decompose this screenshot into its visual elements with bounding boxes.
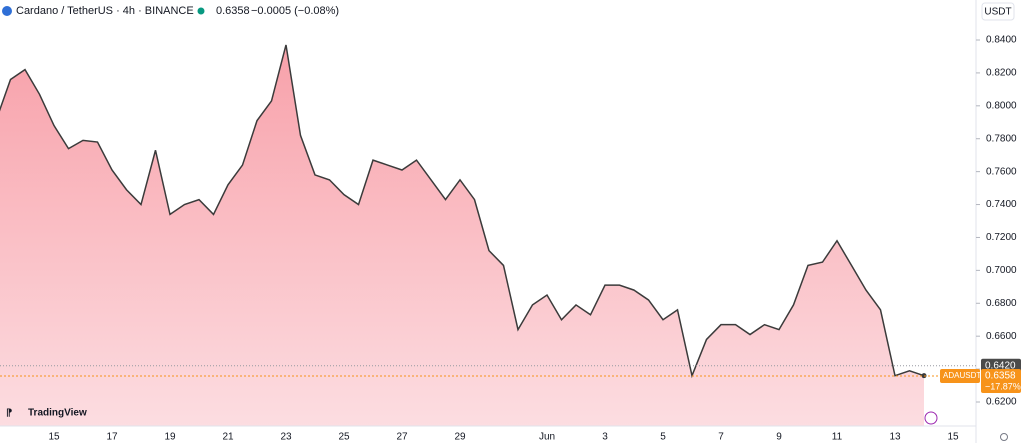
alert-icon[interactable] (924, 411, 938, 425)
x-tick-label: 13 (889, 432, 901, 443)
last-price-tag: 0.6358 (985, 371, 1016, 382)
x-tick-label: 25 (338, 432, 350, 443)
last-price-tag-bg (981, 369, 1021, 394)
x-tick-label: 29 (454, 432, 466, 443)
y-tick-label: 0.6600 (986, 331, 1017, 342)
x-tick-label: 7 (718, 432, 724, 443)
y-tick-label: 0.8000 (986, 100, 1017, 111)
symbol-logo (2, 6, 12, 16)
settings-icon[interactable] (1000, 433, 1008, 441)
x-tick-label: 15 (48, 432, 60, 443)
x-tick-label: 19 (164, 432, 176, 443)
y-tick-label: 0.7800 (986, 133, 1017, 144)
y-tick-label: 0.7000 (986, 265, 1017, 276)
x-tick-label: 15 (947, 432, 959, 443)
currency-button[interactable] (981, 2, 1015, 21)
y-tick-label: 0.8200 (986, 68, 1017, 79)
y-tick-label: 0.6200 (986, 397, 1017, 408)
x-tick-label: 5 (660, 432, 666, 443)
plot-area (0, 44, 927, 426)
y-tick-label: 0.7200 (986, 232, 1017, 243)
x-tick-label: Jun (539, 432, 555, 443)
brand-icon: ⁋ (6, 408, 12, 419)
y-tick-label: 0.6800 (986, 298, 1017, 309)
status-dot (197, 7, 205, 15)
reference-label: 0.6420 (985, 360, 1016, 371)
brand: TradingView (28, 408, 87, 419)
price-line (0, 44, 925, 379)
x-tick-label: 3 (602, 432, 608, 443)
y-tick-label: 0.8400 (986, 35, 1017, 46)
last-price: 0.6358 (216, 5, 250, 17)
x-tick-label: 21 (222, 432, 234, 443)
x-tick-label: 11 (832, 432, 843, 443)
x-tick-label: 17 (106, 432, 118, 443)
price-change: −0.0005 (−0.08%) (251, 5, 339, 17)
currency: USDT (984, 7, 1011, 18)
symbol-title[interactable]: Cardano / TetherUS · 4h · BINANCE (16, 5, 194, 17)
symbol-tag-bg (940, 369, 980, 384)
symbol-tag: ADAUSDT (943, 371, 981, 380)
x-tick-label: 27 (396, 432, 408, 443)
area-fill (0, 44, 924, 426)
y-tick-label: 0.7600 (986, 166, 1017, 177)
y-tick-label: 0.7400 (986, 199, 1017, 210)
last-change-tag: −17.87% (985, 381, 1021, 391)
x-tick-label: 9 (776, 432, 782, 443)
x-tick-label: 23 (280, 432, 292, 443)
